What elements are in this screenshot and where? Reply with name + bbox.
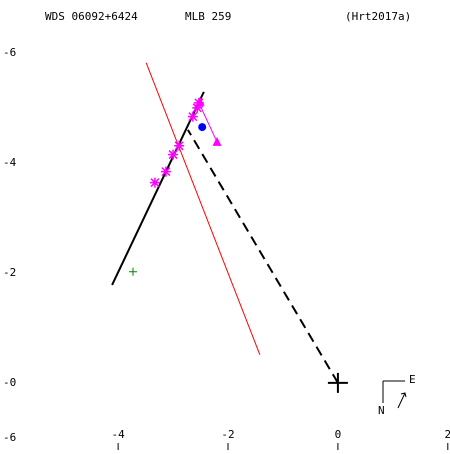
y-tick-label: -6 <box>3 431 16 444</box>
marker-triangle <box>212 136 222 146</box>
compass <box>382 380 407 409</box>
x-tick-label: -4 <box>112 428 126 441</box>
y-tick-label: -4 <box>3 156 17 169</box>
line <box>145 62 261 356</box>
marker-asterisk <box>168 149 179 160</box>
header-right: (Hrt2017a) <box>345 10 411 23</box>
marker-asterisk <box>149 177 160 188</box>
compass-north: N <box>378 404 385 417</box>
header-left: WDS 06092+6424 <box>45 10 138 23</box>
marker-bigplus <box>327 372 348 393</box>
marker-asterisk <box>160 166 171 177</box>
line <box>187 129 339 384</box>
marker-asterisk <box>174 140 185 151</box>
line <box>198 102 218 143</box>
x-tick-label: -2 <box>221 428 234 441</box>
header-center: MLB 259 <box>185 10 231 23</box>
marker-dot <box>198 123 207 132</box>
marker-asterisk <box>192 102 203 113</box>
y-tick-label: -2 <box>3 266 16 279</box>
x-tick-label: 2 <box>444 428 450 441</box>
y-tick-label: -0 <box>3 376 16 389</box>
marker-plus <box>128 267 137 276</box>
compass-east: E <box>409 373 416 386</box>
marker-triangle <box>195 96 205 106</box>
marker-asterisk <box>187 111 198 122</box>
x-tick-label: 0 <box>335 428 342 441</box>
y-tick-label: -6 <box>3 46 16 59</box>
line <box>111 91 205 286</box>
